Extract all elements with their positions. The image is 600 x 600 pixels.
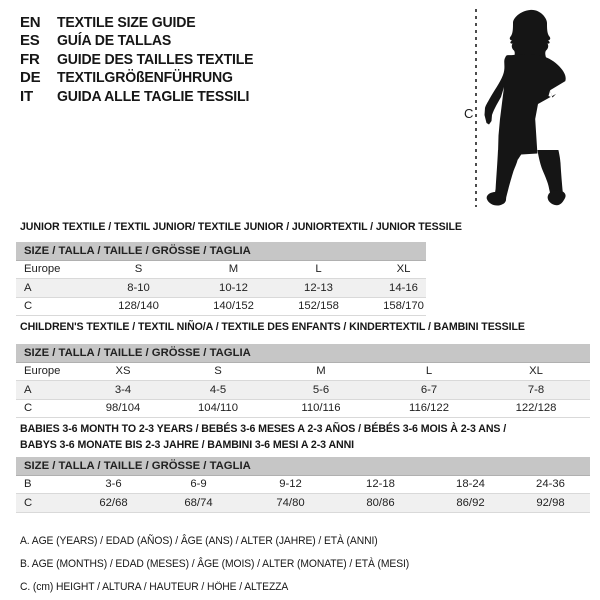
svg-text:C: C: [464, 106, 473, 121]
